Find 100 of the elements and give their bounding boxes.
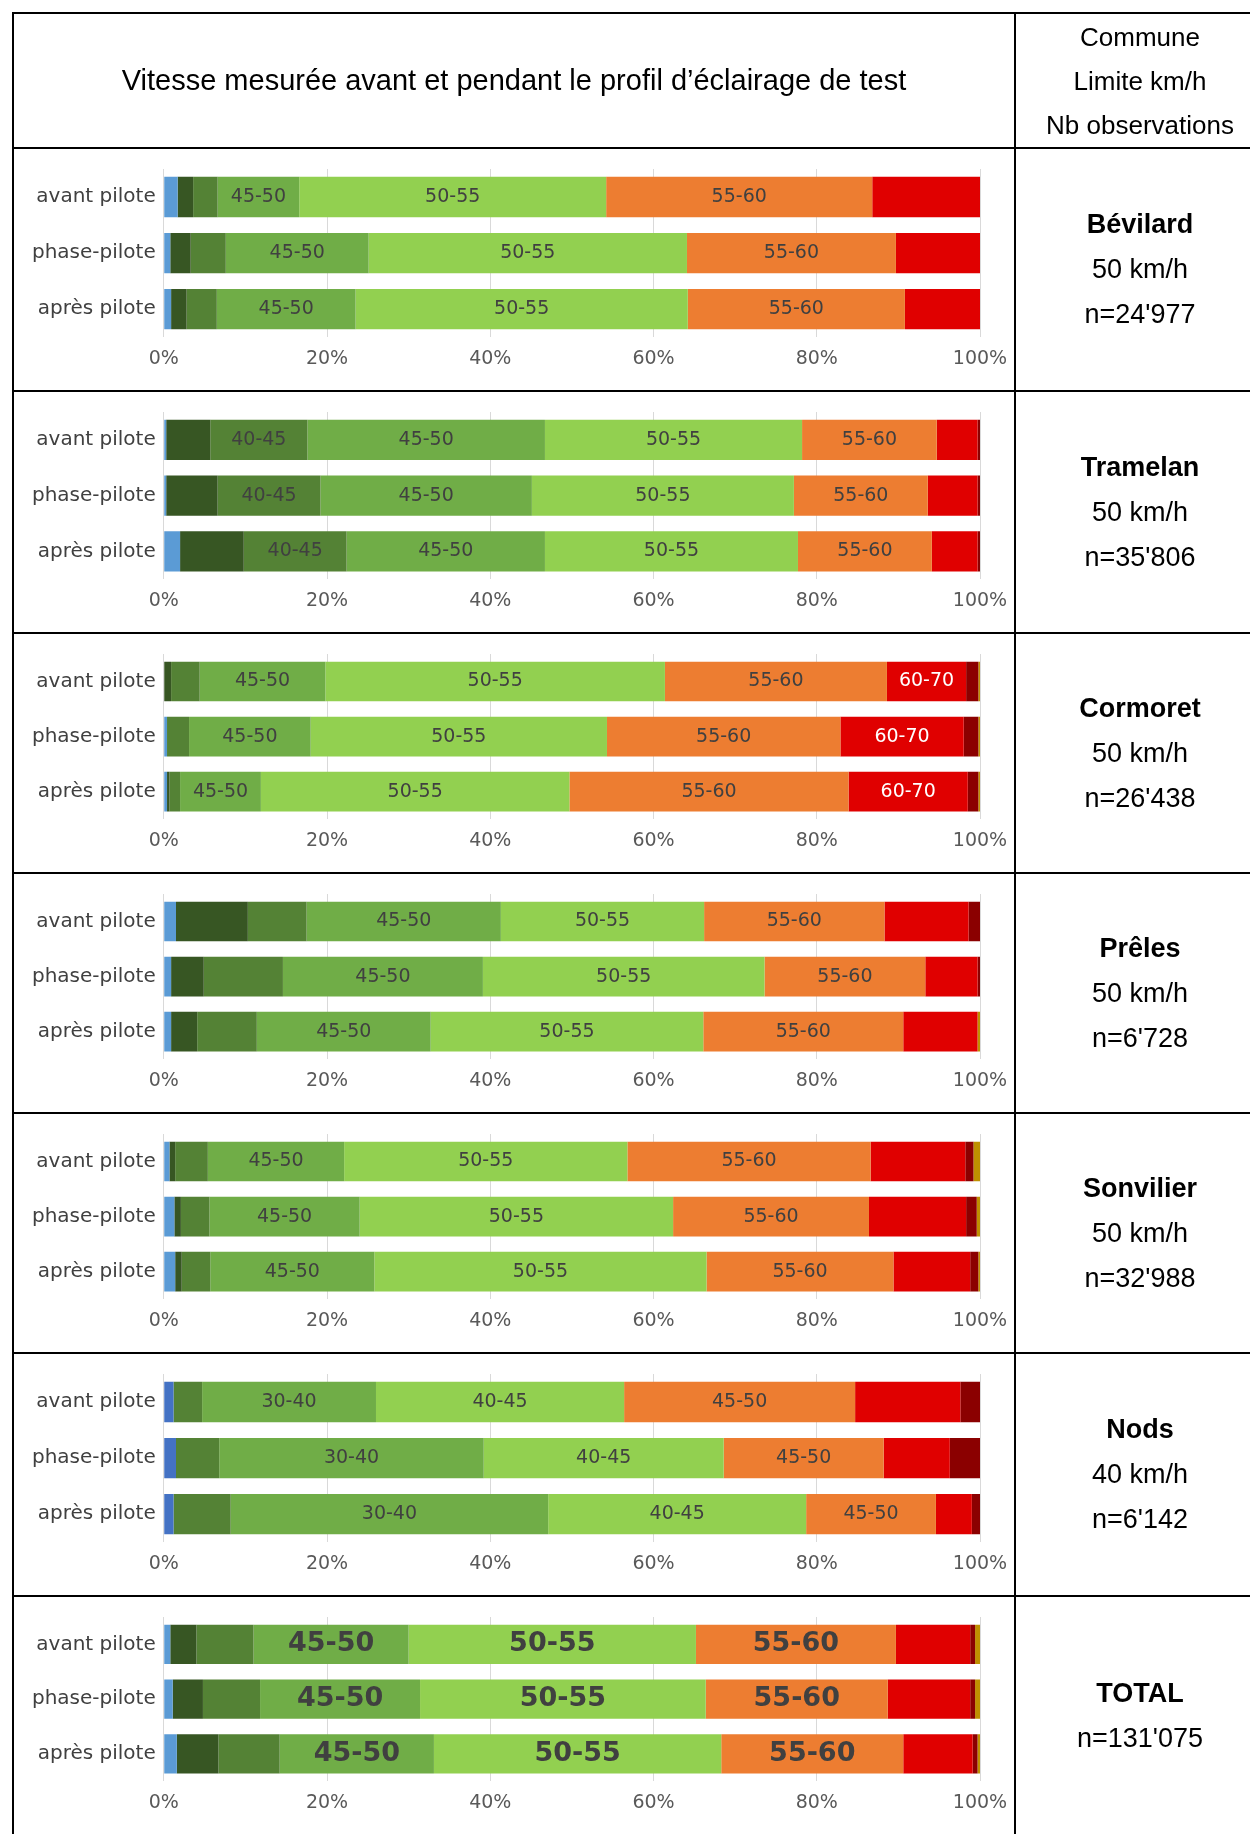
text: 40-45 — [472, 1388, 528, 1411]
text: 40 km/h — [1091, 1458, 1189, 1491]
series-label: 45-50 — [776, 1445, 832, 1468]
text: 45-50 — [258, 296, 314, 319]
x-tick-label: 40% — [469, 1789, 512, 1812]
series-label: 40-45 — [576, 1445, 632, 1468]
x-tick-label: 0% — [148, 1067, 179, 1090]
x-tick-label: 40% — [469, 1307, 512, 1330]
series-label: 50-55 — [467, 668, 523, 691]
text: Prêles — [1099, 931, 1181, 965]
y-tick-label: phase-pilote — [31, 1444, 156, 1469]
x-tick-label: 0% — [148, 345, 179, 368]
x-tick-label: 40% — [469, 587, 512, 610]
text: 50-55 — [494, 296, 550, 319]
text: 45-50 — [287, 1626, 375, 1658]
y-tick-label: avant pilote — [36, 1147, 156, 1172]
text: 50-55 — [431, 723, 487, 746]
text: 55-60 — [763, 240, 820, 263]
y-tick-label: après pilote — [37, 1017, 156, 1042]
y-tick-label: après pilote — [37, 295, 156, 320]
x-tick-label: 20% — [305, 1550, 349, 1573]
text: n=26'438 — [1084, 781, 1196, 815]
y-tick-label: avant pilote — [36, 1388, 156, 1413]
series-label: 55-60 — [748, 668, 804, 691]
text: 30-40 — [261, 1388, 317, 1411]
x-tick-label: 60% — [632, 345, 675, 368]
text: 40-45 — [649, 1501, 705, 1524]
text: 50-55 — [500, 240, 556, 263]
x-tick-label: 20% — [305, 1789, 349, 1812]
text: Tramelan — [1080, 450, 1200, 484]
x-tick-label: 80% — [795, 827, 838, 850]
y-tick-label: après pilote — [37, 1500, 156, 1525]
text: 45-50 — [192, 778, 249, 801]
series-label: 50-55 — [574, 908, 631, 931]
text: Cormoret — [1079, 691, 1201, 725]
text: 50-55 — [509, 1626, 596, 1658]
series-label: 45-50 — [234, 668, 291, 691]
x-tick-label: 0% — [148, 1789, 179, 1812]
text: 55-60 — [768, 296, 824, 319]
text: 55-60 — [769, 1735, 856, 1767]
text: 50 km/h — [1091, 736, 1189, 770]
text: 50 km/h — [1091, 495, 1189, 529]
series-label: 30-40 — [323, 1445, 380, 1468]
text: 55-60 — [772, 1258, 828, 1281]
text: 45-50 — [316, 1018, 372, 1041]
series-label: 45-50 — [398, 426, 454, 449]
series-label: 55-60 — [766, 908, 822, 931]
series-label: 60-70 — [898, 668, 955, 691]
text: Nods — [1106, 1413, 1174, 1446]
x-tick-label: 60% — [632, 1067, 675, 1090]
series-label: 45-50 — [296, 1681, 384, 1713]
series-label: 50-55 — [425, 183, 481, 206]
text: 50-55 — [512, 1258, 569, 1281]
x-tick-label: 40% — [469, 1067, 512, 1090]
x-tick-label: 0% — [148, 827, 179, 850]
x-tick-label: 40% — [469, 1550, 512, 1573]
x-tick-label: 80% — [795, 1067, 838, 1090]
x-tick-label: 40% — [469, 827, 512, 850]
series-label: 50-55 — [645, 426, 702, 449]
x-tick-label: 100% — [952, 345, 1008, 368]
text: 55-60 — [696, 723, 752, 746]
x-tick-label: 60% — [632, 1550, 675, 1573]
y-tick-label: après pilote — [37, 777, 156, 802]
x-tick-label: 100% — [952, 1307, 1008, 1330]
text: 55-60 — [743, 1203, 799, 1226]
text: n=131'075 — [1076, 1721, 1204, 1755]
series-label: 45-50 — [248, 1148, 304, 1171]
y-tick-label: après pilote — [37, 537, 156, 562]
text: TOTAL — [1096, 1676, 1184, 1710]
y-tick-label: phase-pilote — [31, 481, 156, 506]
series-label: 55-60 — [711, 183, 767, 206]
x-tick-label: 60% — [632, 587, 675, 610]
y-tick-label: après pilote — [37, 1740, 156, 1765]
y-tick-label: avant pilote — [36, 426, 156, 451]
text: 55-60 — [681, 778, 737, 801]
x-tick-label: 20% — [305, 345, 349, 368]
x-tick-label: 20% — [305, 1307, 349, 1330]
text: Limite km/h — [1073, 64, 1207, 98]
text: 45-50 — [269, 240, 325, 263]
x-tick-label: 20% — [305, 1067, 349, 1090]
text: 55-60 — [837, 538, 893, 561]
text: 45-50 — [313, 1735, 400, 1767]
y-tick-label: phase-pilote — [31, 239, 156, 264]
x-tick-label: 0% — [148, 1307, 179, 1330]
series-label: 55-60 — [753, 1681, 840, 1713]
x-tick-label: 100% — [952, 1067, 1008, 1090]
y-tick-label: phase-pilote — [31, 1685, 156, 1710]
text: 50-55 — [488, 1203, 544, 1226]
x-tick-label: 80% — [795, 587, 838, 610]
series-label: 45-50 — [230, 183, 287, 206]
x-tick-label: 80% — [795, 1307, 838, 1330]
series-label: 55-60 — [721, 1148, 777, 1171]
x-tick-label: 40% — [469, 345, 512, 368]
text: Sonvilier — [1082, 1171, 1198, 1205]
series-label: 40-45 — [231, 426, 287, 449]
text: 45-50 — [355, 963, 411, 986]
x-tick-label: 60% — [632, 1307, 675, 1330]
text: 55-60 — [833, 482, 889, 505]
text: 45-50 — [256, 1203, 313, 1226]
text: n=6'728 — [1091, 1021, 1188, 1055]
